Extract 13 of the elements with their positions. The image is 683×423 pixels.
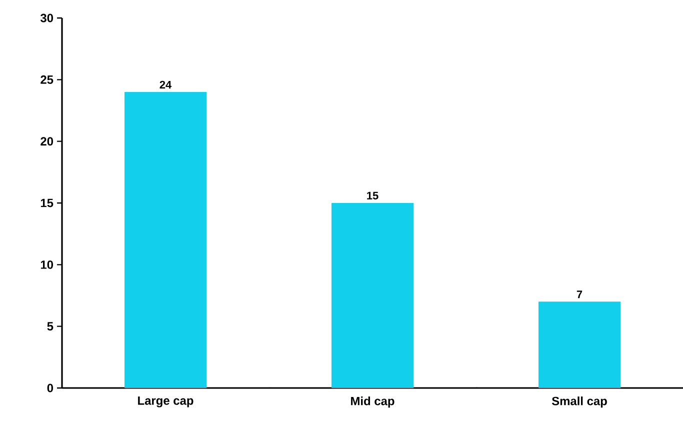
x-tick-label: Large cap — [138, 396, 194, 408]
x-tick-label: Mid cap — [351, 396, 394, 408]
y-tick-label: 10 — [40, 260, 54, 269]
y-tick-label: 25 — [40, 75, 54, 84]
y-tick-label: 15 — [40, 198, 54, 208]
y-tick-label: 30 — [40, 14, 54, 22]
y-tick-label: 0 — [47, 384, 54, 392]
data-label: 7 — [576, 290, 582, 298]
data-label: 15 — [367, 192, 378, 200]
y-tick-label: 20 — [40, 137, 54, 146]
x-tick-label: Small cap — [552, 396, 607, 408]
y-tick-label: 5 — [47, 322, 54, 330]
data-label: 24 — [160, 80, 172, 88]
